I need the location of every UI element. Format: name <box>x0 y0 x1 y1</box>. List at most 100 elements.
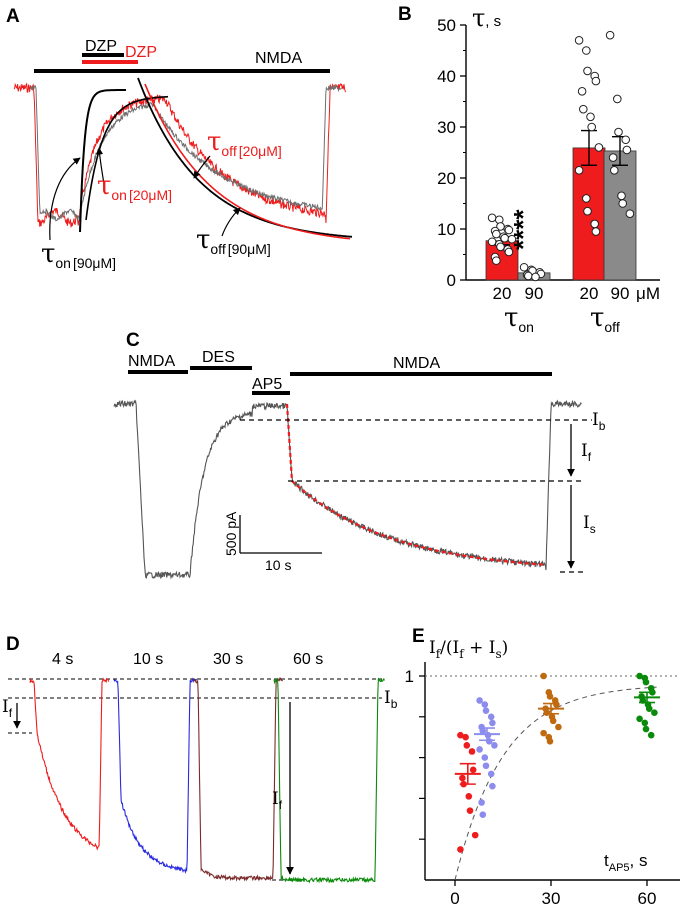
data-point <box>496 242 505 252</box>
tau-on-90-label: τon [90μM] <box>41 239 116 271</box>
data-point <box>546 737 554 745</box>
data-point <box>466 807 474 814</box>
data-point <box>504 247 514 257</box>
c-ib-label: Ib <box>592 410 606 433</box>
d-if-label-main: If <box>272 789 283 812</box>
c-ap5-label: AP5 <box>252 376 282 393</box>
data-point <box>617 191 626 201</box>
data-point <box>613 94 622 104</box>
data-point <box>479 727 487 735</box>
panel-c-annotations: 500 pA 10 s Ib If Is <box>223 410 606 573</box>
nmda-bar-label: NMDA <box>255 50 302 67</box>
data-point <box>491 742 498 749</box>
data-point <box>487 713 495 721</box>
data-point <box>469 766 477 774</box>
data-point <box>481 754 489 761</box>
scale-y-label: 500 pA <box>223 511 239 556</box>
significance-stars: **** <box>508 209 538 250</box>
y-tick-label: 20 <box>437 169 456 188</box>
data-point <box>463 742 471 749</box>
panel-c-label: C <box>126 330 140 351</box>
panel-e-scatter-chart: 0 30 60 1 If/(If + Is) tAP5, s <box>405 638 680 908</box>
x-category-label: 90 <box>611 284 630 303</box>
trace-2 <box>193 677 283 882</box>
data-point <box>531 272 540 282</box>
tau-on-20-label: τon [20μM] <box>97 171 172 203</box>
panel-d-annotations: If If Ib <box>2 688 398 875</box>
data-point <box>492 229 501 239</box>
d-time-label: 30 s <box>213 651 243 668</box>
data-point <box>487 237 497 247</box>
dzp-black-bar-label: DZP <box>85 38 117 55</box>
data-point <box>462 733 469 741</box>
data-point <box>583 206 592 216</box>
x-tick-label: 30 <box>542 889 561 908</box>
panel-d-traces <box>29 677 385 884</box>
fit-tau-on-90 <box>79 89 126 233</box>
d-time-label: 60 s <box>293 651 323 668</box>
y-tick-label: 30 <box>437 118 456 137</box>
data-point <box>471 831 479 839</box>
data-point <box>546 693 554 700</box>
panel-b-bar-chart: 0 10 20 30 40 50 τ, s 20 90 20 90 μM τon τoff **** <box>437 4 660 335</box>
tau-off-90-label: τoff [90μM] <box>196 225 271 257</box>
c-nmda-label-1: NMDA <box>128 353 175 370</box>
x-tick-label: 60 <box>638 889 657 908</box>
trace-1 <box>113 677 198 875</box>
data-point <box>647 731 655 739</box>
data-point <box>555 723 562 731</box>
data-point <box>586 112 595 122</box>
data-point <box>482 762 490 770</box>
data-point <box>605 30 615 40</box>
panel-a-traces <box>13 77 353 240</box>
data-point <box>621 135 631 145</box>
data-point <box>540 729 547 737</box>
data-point <box>610 166 619 175</box>
current-trace <box>113 399 582 580</box>
data-point <box>465 793 473 800</box>
data-point <box>479 811 487 819</box>
data-point <box>614 127 623 137</box>
panel-e-label: E <box>412 626 425 647</box>
data-point <box>519 262 529 272</box>
data-point <box>481 701 489 708</box>
panel-c-traces <box>113 399 582 580</box>
fit-tau-off-90 <box>137 77 353 238</box>
panel-d-dashed-lines <box>8 678 382 881</box>
data-point <box>459 774 466 782</box>
trace-3 <box>273 677 385 884</box>
data-point <box>641 719 649 727</box>
data-point <box>642 725 650 733</box>
x-category-label: 90 <box>525 284 544 303</box>
data-point <box>524 271 533 281</box>
c-if-label: If <box>581 441 592 464</box>
y-tick-label: 0 <box>447 271 456 290</box>
data-point <box>587 122 597 132</box>
data-point <box>591 76 601 86</box>
data-point <box>625 209 635 218</box>
data-point <box>577 87 587 96</box>
panel-d-time-labels: 4 s 10 s 30 s 60 s <box>52 651 323 668</box>
data-point <box>618 199 628 208</box>
panel-b-label: B <box>398 4 412 25</box>
panel-a-drug-bars: DZP DZP NMDA <box>34 38 330 73</box>
d-ib-label: Ib <box>384 688 398 711</box>
data-point <box>574 36 584 45</box>
data-point <box>457 846 464 853</box>
group-label: τon <box>504 303 534 335</box>
data-point <box>504 225 514 235</box>
panel-a-label: A <box>6 6 20 27</box>
x-category-label: 20 <box>580 284 599 303</box>
data-point <box>487 213 497 223</box>
panel-d-label: D <box>6 634 20 655</box>
data-point <box>543 709 551 717</box>
trace-0 <box>29 677 110 851</box>
data-point <box>468 748 476 755</box>
d-time-label: 10 s <box>133 651 163 668</box>
exponential-fit <box>285 403 546 566</box>
y-axis-label: If/(If + Is) <box>429 638 508 661</box>
group-label: τoff <box>590 303 620 335</box>
data-point <box>482 707 490 714</box>
d-time-label: 4 s <box>52 651 73 668</box>
